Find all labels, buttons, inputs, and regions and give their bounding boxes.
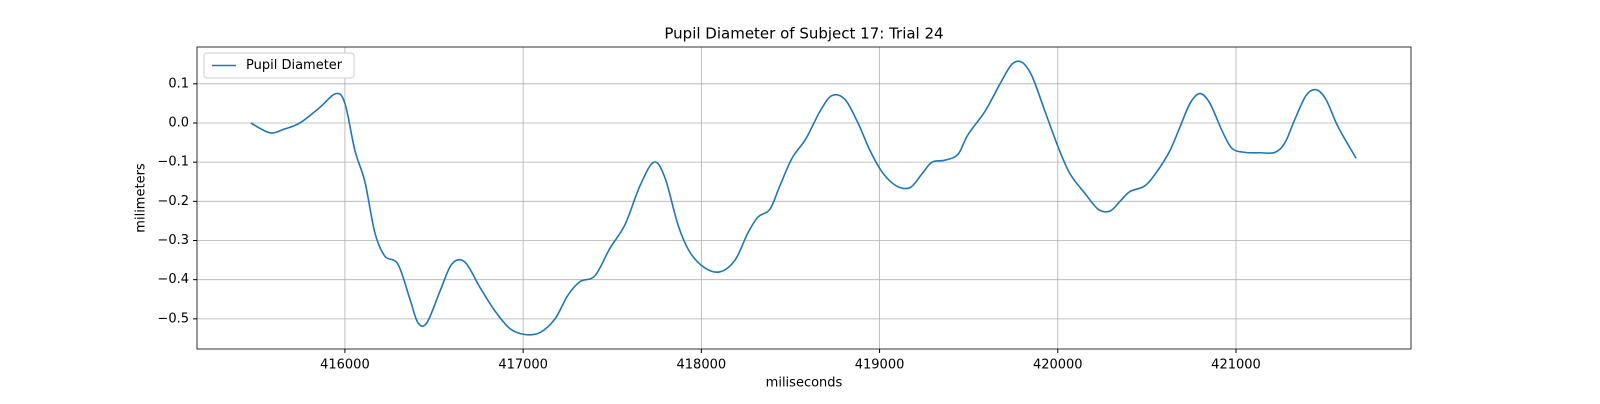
x-axis-label: miliseconds xyxy=(766,376,843,391)
x-tick-label: 417000 xyxy=(498,358,548,373)
line-series xyxy=(250,60,1357,336)
x-tick-label: 419000 xyxy=(855,358,905,373)
x-tick-label: 421000 xyxy=(1211,358,1261,373)
legend-label: Pupil Diameter xyxy=(246,58,343,73)
x-tick-label: 416000 xyxy=(320,358,370,373)
y-tick-label: −0.2 xyxy=(157,194,189,209)
y-tick-label: 0.0 xyxy=(168,115,189,130)
y-tick-label: 0.1 xyxy=(168,76,189,91)
x-tick-label: 418000 xyxy=(677,358,727,373)
legend-box xyxy=(203,52,355,79)
chart-title: Pupil Diameter of Subject 17: Trial 24 xyxy=(664,25,943,43)
y-tick-label: −0.5 xyxy=(157,311,189,326)
y-tick-label: −0.3 xyxy=(157,233,189,248)
plot-frame xyxy=(196,46,1412,350)
y-axis-label: milimeters xyxy=(134,163,149,233)
y-tick-label: −0.4 xyxy=(157,272,189,287)
x-tick-label: 420000 xyxy=(1033,358,1083,373)
y-tick-label: −0.1 xyxy=(157,155,189,170)
